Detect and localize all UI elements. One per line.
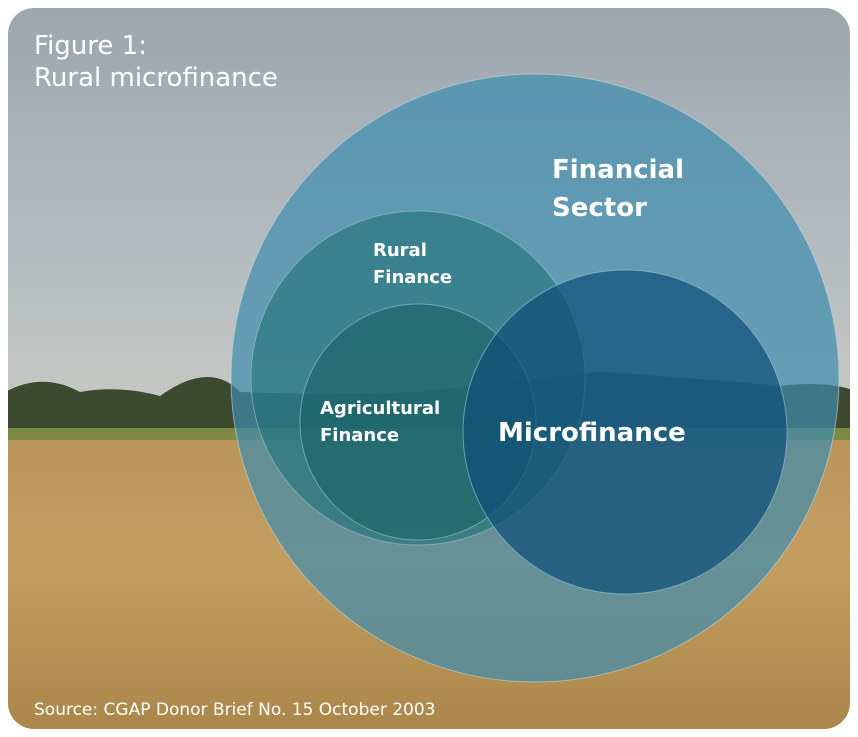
source: Source: CGAP Donor Brief No. 15 October … bbox=[34, 700, 436, 720]
node-label: Finance bbox=[373, 267, 452, 288]
title-line: Rural microfinance bbox=[34, 63, 278, 93]
node-label: Microfinance bbox=[498, 418, 686, 448]
node-label: Sector bbox=[552, 193, 647, 223]
node-label: Finance bbox=[320, 425, 399, 446]
microfinance-circle bbox=[462, 269, 788, 595]
node-label: Rural bbox=[373, 240, 427, 261]
title-line: Figure 1: bbox=[34, 31, 147, 61]
node-label: Agricultural bbox=[320, 398, 440, 419]
node-label: Financial bbox=[552, 155, 684, 185]
venn bbox=[230, 73, 840, 683]
